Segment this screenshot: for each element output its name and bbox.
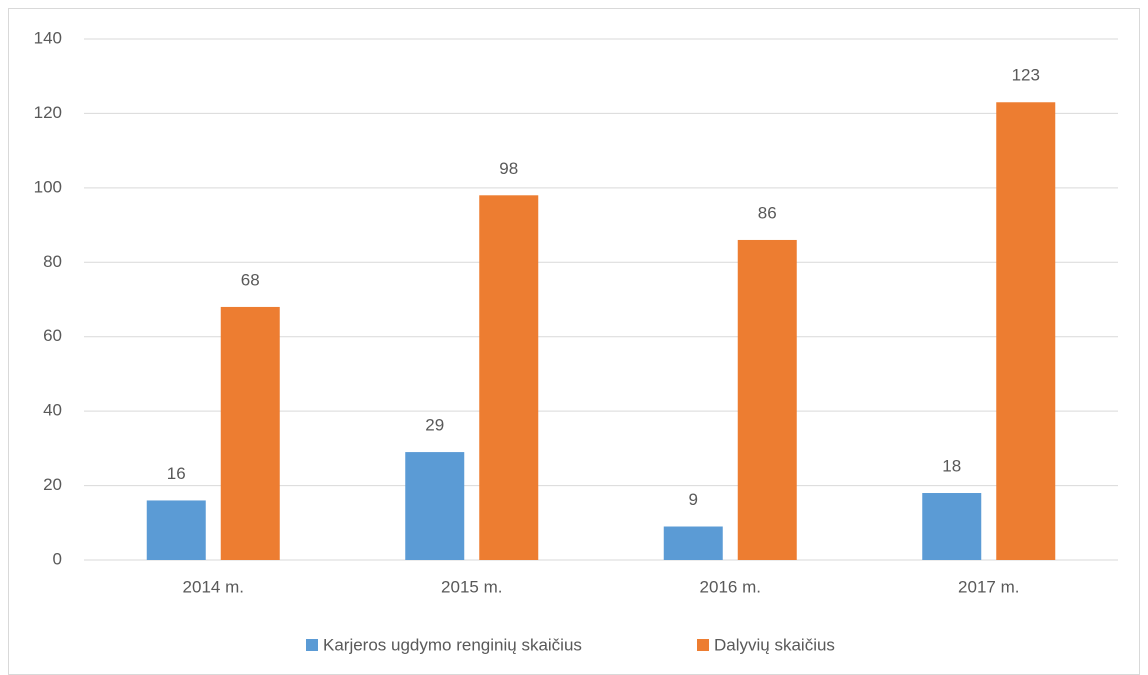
chart-frame <box>8 8 1140 675</box>
y-tick-label: 140 <box>34 28 62 47</box>
y-tick-label: 120 <box>34 103 62 122</box>
data-label: 68 <box>241 270 260 289</box>
bar <box>737 239 797 560</box>
data-label: 16 <box>167 464 186 483</box>
x-tick-label: 2014 m. <box>183 577 244 596</box>
data-label: 18 <box>942 456 961 475</box>
y-tick-label: 20 <box>43 475 62 494</box>
x-tick-label: 2015 m. <box>441 577 502 596</box>
x-tick-label: 2016 m. <box>700 577 761 596</box>
data-label: 98 <box>499 159 518 178</box>
bar <box>405 452 465 560</box>
bar <box>663 526 723 560</box>
data-label: 86 <box>758 203 777 222</box>
y-tick-label: 80 <box>43 252 62 271</box>
data-label: 123 <box>1012 66 1040 85</box>
bar <box>479 195 539 561</box>
bar <box>922 493 982 560</box>
y-tick-label: 40 <box>43 401 62 420</box>
y-tick-label: 60 <box>43 326 62 345</box>
bar <box>220 306 280 560</box>
data-label: 9 <box>689 490 698 509</box>
legend-swatch <box>306 639 318 651</box>
legend-swatch <box>697 639 709 651</box>
y-tick-label: 100 <box>34 177 62 196</box>
x-tick-label: 2017 m. <box>958 577 1019 596</box>
legend-label: Karjeros ugdymo renginių skaičius <box>323 635 582 654</box>
legend-label: Dalyvių skaičius <box>714 635 835 654</box>
y-tick-label: 0 <box>53 549 62 568</box>
bar <box>146 500 206 560</box>
data-label: 29 <box>425 416 444 435</box>
bar <box>996 102 1056 560</box>
